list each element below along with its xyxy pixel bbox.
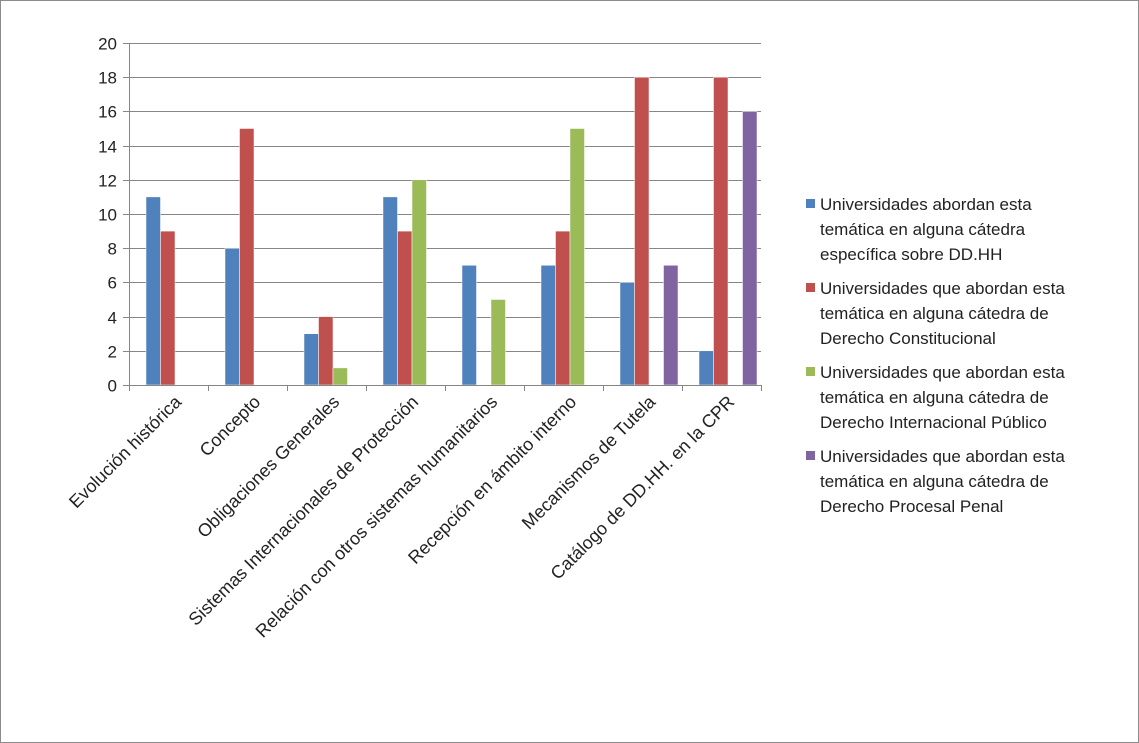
bar-1-cat-7 bbox=[619, 282, 635, 386]
legend-item: Universidades que abordan esta temática e… bbox=[806, 360, 1136, 435]
bar-3-cat-6 bbox=[569, 128, 585, 386]
y-tick-label: 0 bbox=[108, 377, 117, 396]
bar-1-cat-4 bbox=[382, 196, 398, 386]
legend-label-line: temática en alguna cátedra de bbox=[820, 472, 1049, 491]
bar-2-cat-6 bbox=[555, 230, 571, 386]
legend-label-line: Universidades que abordan esta bbox=[820, 279, 1065, 298]
bar-2-cat-3 bbox=[318, 316, 334, 386]
bar-2-cat-7 bbox=[634, 76, 650, 386]
legend-swatch bbox=[806, 451, 815, 460]
bar-2-cat-1 bbox=[160, 230, 176, 386]
y-tick-label: 14 bbox=[98, 138, 117, 157]
legend-label-line: Universidades que abordan esta bbox=[820, 363, 1065, 382]
bar-4-cat-8 bbox=[742, 111, 758, 386]
bar-3-cat-3 bbox=[332, 367, 348, 386]
legend-label-line: Derecho Procesal Penal bbox=[820, 497, 1004, 516]
y-tick-label: 4 bbox=[108, 309, 117, 328]
legend-label-line: Universidades abordan esta bbox=[820, 195, 1032, 214]
bar-3-cat-5 bbox=[490, 299, 506, 386]
legend-label-line: temática en alguna cátedra de bbox=[820, 388, 1049, 407]
x-category-labels: Evolución histórica ConceptoObligaciones … bbox=[65, 391, 738, 641]
legend-label-line: específica sobre DD.HH bbox=[820, 245, 1003, 264]
y-tick-label: 12 bbox=[98, 172, 117, 191]
y-tick-labels: 0 2 4 6 8 10 12 14 16 18 20 bbox=[98, 35, 117, 396]
legend-label-line: temática en alguna cátedra de bbox=[820, 304, 1049, 323]
legend-item: Universidades abordan esta temática en al… bbox=[806, 192, 1136, 267]
legend-label-line: Derecho Internacional Público bbox=[820, 413, 1047, 432]
y-tick-label: 6 bbox=[108, 274, 117, 293]
x-category-label: Evolución histórica bbox=[65, 391, 186, 512]
legend-label-line: temática en alguna cátedra bbox=[820, 220, 1026, 239]
legend-swatch bbox=[806, 283, 815, 292]
legend-swatch bbox=[806, 367, 815, 376]
bar-3-cat-4 bbox=[411, 179, 427, 386]
bar-2-cat-8 bbox=[713, 76, 729, 386]
bars bbox=[145, 76, 758, 386]
legend: Universidades abordan esta temática en al… bbox=[806, 192, 1136, 528]
bar-2-cat-4 bbox=[397, 230, 413, 386]
axes bbox=[129, 43, 762, 391]
y-tick-label: 16 bbox=[98, 103, 117, 122]
bar-1-cat-6 bbox=[540, 265, 556, 386]
y-tick-label: 2 bbox=[108, 343, 117, 362]
legend-label-line: Universidades que abordan esta bbox=[820, 447, 1065, 466]
y-tick-label: 20 bbox=[98, 35, 117, 54]
legend-item: Universidades que abordan esta temática e… bbox=[806, 444, 1136, 519]
y-tick-label: 8 bbox=[108, 240, 117, 259]
x-category-label: Recepción en ámbito interno bbox=[404, 392, 580, 568]
bar-4-cat-7 bbox=[663, 265, 679, 386]
legend-item: Universidades que abordan esta temática e… bbox=[806, 276, 1136, 351]
bar-1-cat-5 bbox=[461, 265, 477, 386]
bar-2-cat-2 bbox=[239, 128, 255, 386]
bar-1-cat-8 bbox=[698, 350, 714, 386]
x-category-label: Mecanismos de Tutela bbox=[518, 391, 660, 533]
y-tick-label: 18 bbox=[98, 69, 117, 88]
x-category-label: Obligaciones Generales bbox=[193, 392, 343, 542]
x-category-label: Concepto bbox=[196, 392, 265, 461]
bar-1-cat-3 bbox=[303, 333, 319, 386]
legend-label-line: Derecho Constitucional bbox=[820, 329, 996, 348]
bar-1-cat-1 bbox=[145, 196, 161, 386]
legend-swatch bbox=[806, 199, 815, 208]
y-tick-label: 10 bbox=[98, 206, 117, 225]
bar-1-cat-2 bbox=[224, 247, 240, 386]
